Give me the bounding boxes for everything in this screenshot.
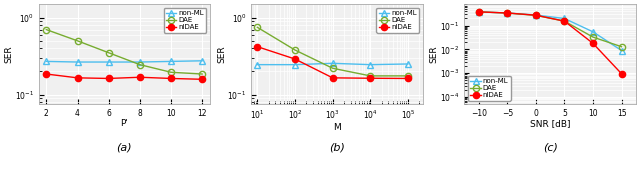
nlDAE	[329, 77, 337, 79]
Line: non-ML: non-ML	[44, 58, 205, 65]
nlDAE	[291, 58, 299, 60]
nlDAE	[532, 14, 540, 16]
DAE	[475, 11, 483, 13]
Line: nlDAE: nlDAE	[254, 44, 411, 82]
Legend: non-ML, DAE, nlDAE: non-ML, DAE, nlDAE	[163, 8, 207, 33]
Text: (c): (c)	[543, 142, 557, 152]
non-ML	[42, 60, 50, 62]
non-ML	[561, 17, 568, 20]
DAE	[253, 26, 261, 28]
nlDAE	[74, 77, 81, 79]
DAE	[291, 49, 299, 51]
X-axis label: M: M	[333, 123, 341, 132]
nlDAE	[105, 77, 113, 80]
Legend: non-ML, DAE, nlDAE: non-ML, DAE, nlDAE	[376, 8, 419, 33]
non-ML	[475, 11, 483, 13]
nlDAE	[367, 77, 374, 79]
Y-axis label: SER: SER	[430, 45, 439, 63]
DAE	[136, 64, 144, 66]
DAE	[329, 67, 337, 69]
Legend: non-ML, DAE, nlDAE: non-ML, DAE, nlDAE	[468, 76, 511, 101]
non-ML	[105, 61, 113, 63]
Line: non-ML: non-ML	[254, 60, 411, 68]
non-ML	[74, 61, 81, 63]
non-ML	[589, 31, 597, 33]
non-ML	[367, 64, 374, 66]
Line: nlDAE: nlDAE	[476, 9, 625, 77]
DAE	[198, 73, 206, 75]
nlDAE	[475, 11, 483, 13]
non-ML	[136, 61, 144, 63]
DAE	[404, 75, 412, 77]
DAE	[74, 40, 81, 42]
DAE	[561, 20, 568, 22]
nlDAE	[253, 46, 261, 48]
Text: (b): (b)	[329, 142, 345, 152]
non-ML	[404, 63, 412, 65]
Line: DAE: DAE	[254, 24, 411, 79]
non-ML	[532, 14, 540, 16]
non-ML	[198, 60, 206, 62]
non-ML	[291, 64, 299, 66]
DAE	[42, 28, 50, 31]
Line: DAE: DAE	[476, 9, 625, 50]
nlDAE	[136, 76, 144, 78]
non-ML	[253, 64, 261, 66]
Y-axis label: SER: SER	[4, 45, 13, 63]
Line: nlDAE: nlDAE	[44, 71, 205, 82]
DAE	[589, 36, 597, 38]
DAE	[618, 46, 625, 48]
Y-axis label: SER: SER	[217, 45, 226, 63]
nlDAE	[618, 73, 625, 75]
DAE	[105, 52, 113, 54]
nlDAE	[42, 73, 50, 75]
X-axis label: SNR [dB]: SNR [dB]	[530, 119, 570, 128]
DAE	[367, 75, 374, 77]
nlDAE	[404, 77, 412, 80]
non-ML	[167, 60, 175, 62]
nlDAE	[198, 78, 206, 80]
X-axis label: P': P'	[120, 119, 128, 128]
DAE	[504, 12, 511, 14]
nlDAE	[167, 77, 175, 80]
Line: DAE: DAE	[44, 26, 205, 77]
non-ML	[329, 62, 337, 64]
DAE	[532, 14, 540, 16]
nlDAE	[504, 12, 511, 14]
Text: (a): (a)	[116, 142, 132, 152]
nlDAE	[589, 42, 597, 44]
nlDAE	[561, 20, 568, 22]
non-ML	[504, 12, 511, 14]
Line: non-ML: non-ML	[476, 9, 625, 54]
non-ML	[618, 50, 625, 52]
DAE	[167, 71, 175, 73]
